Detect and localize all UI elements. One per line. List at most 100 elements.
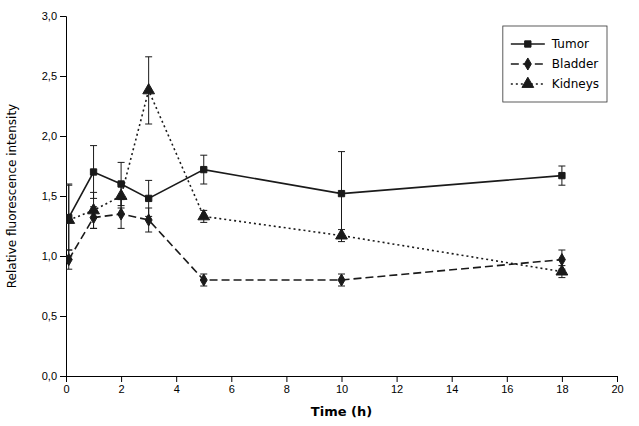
chart: 0 2 4 6 8 10 12 14 16 18 20 0,0 0,5 1,0 1,5 2,0 2,5 3,0 Tu… bbox=[0, 0, 639, 426]
xticks-tick-label: 10 bbox=[336, 383, 348, 395]
xticks-tick-mark bbox=[286, 376, 287, 382]
xticks-tick-label: 16 bbox=[501, 383, 513, 395]
legend: Tumor Bladder Kidneys bbox=[503, 26, 607, 102]
yticks-tick-label: 2,0 bbox=[42, 130, 57, 142]
xticks-tick: 4 bbox=[174, 376, 180, 395]
yticks-tick-label: 0,5 bbox=[42, 310, 57, 322]
y-axis: 0,0 0,5 1,0 1,5 2,0 2,5 3,0 bbox=[42, 10, 67, 382]
xticks-tick-mark bbox=[397, 376, 398, 382]
yticks-tick: 0,0 bbox=[42, 370, 66, 382]
error-bar bbox=[200, 274, 207, 286]
yticks-tick-label: 1,0 bbox=[42, 250, 57, 262]
point-marker bbox=[559, 172, 565, 178]
legend-item: Bladder bbox=[511, 57, 599, 71]
xticks-tick: 20 bbox=[611, 376, 623, 395]
xticks-tick-mark bbox=[507, 376, 508, 382]
yticks-tick-label: 1,5 bbox=[42, 190, 57, 202]
marks bbox=[66, 57, 568, 286]
yticks-tick-label: 3,0 bbox=[42, 10, 57, 22]
xticks-tick-mark bbox=[176, 376, 177, 382]
yticks-tick-mark bbox=[60, 16, 66, 17]
yticks-tick-label: 0,0 bbox=[42, 370, 57, 382]
point-marker bbox=[88, 204, 100, 214]
xticks-tick: 0 bbox=[63, 376, 69, 395]
yticks-tick-mark bbox=[60, 316, 66, 317]
yticks-tick: 0,5 bbox=[42, 310, 66, 322]
yticks-axis-line bbox=[60, 17, 67, 377]
x-axis-title: Time (h) bbox=[311, 404, 372, 419]
xticks-axis-line bbox=[67, 377, 618, 383]
point-marker bbox=[336, 229, 348, 239]
error-bar bbox=[558, 166, 565, 185]
xticks-tick: 12 bbox=[391, 376, 403, 395]
series bbox=[66, 200, 565, 286]
point-marker bbox=[145, 195, 151, 201]
xticks-tick: 16 bbox=[501, 376, 513, 395]
series-line bbox=[69, 214, 562, 280]
point-marker bbox=[115, 189, 127, 199]
point-marker bbox=[90, 169, 96, 175]
point-marker bbox=[66, 213, 75, 223]
error-bar bbox=[145, 208, 152, 232]
xticks-tick: 6 bbox=[229, 376, 235, 395]
xticks-tick-label: 12 bbox=[391, 383, 403, 395]
legend-marker bbox=[522, 77, 534, 87]
xticks-tick-label: 6 bbox=[229, 383, 235, 395]
point-marker bbox=[198, 210, 210, 220]
yticks-tick: 2,5 bbox=[42, 70, 66, 82]
yticks-tick: 1,5 bbox=[42, 190, 66, 202]
xticks-tick: 2 bbox=[119, 376, 125, 395]
xticks-tick-label: 4 bbox=[174, 383, 180, 395]
legend-label: Kidneys bbox=[552, 77, 599, 91]
legend-marker bbox=[525, 41, 531, 47]
xticks-tick-mark bbox=[617, 376, 618, 382]
yticks-tick-mark bbox=[60, 256, 66, 257]
xticks-tick-mark bbox=[562, 376, 563, 382]
yticks-tick: 3,0 bbox=[42, 10, 66, 22]
xticks-tick: 8 bbox=[284, 376, 290, 395]
yticks-tick-label: 2,5 bbox=[42, 70, 57, 82]
yticks-tick: 1,0 bbox=[42, 250, 66, 262]
point-marker bbox=[118, 208, 125, 220]
xticks-tick-label: 20 bbox=[611, 383, 623, 395]
error-bar bbox=[90, 146, 97, 199]
point-marker bbox=[201, 166, 207, 172]
error-bar bbox=[338, 152, 345, 236]
series bbox=[66, 57, 568, 278]
legend-item: Kidneys bbox=[511, 77, 599, 91]
point-marker bbox=[556, 265, 568, 275]
plot: 0 2 4 6 8 10 12 14 16 18 20 0,0 0,5 1,0 1,5 2,0 2,5 3,0 Tu… bbox=[42, 10, 624, 395]
xticks-tick-label: 0 bbox=[63, 383, 69, 395]
error-bar bbox=[338, 274, 345, 286]
point-marker bbox=[338, 190, 344, 196]
x-axis: 0 2 4 6 8 10 12 14 16 18 20 bbox=[63, 376, 623, 395]
chart-container: 0 2 4 6 8 10 12 14 16 18 20 0,0 0,5 1,0 1,5 2,0 2,5 3,0 Tu… bbox=[0, 0, 639, 426]
xticks-tick-mark bbox=[342, 376, 343, 382]
xticks-tick-mark bbox=[121, 376, 122, 382]
error-bar bbox=[200, 155, 207, 184]
point-marker bbox=[145, 214, 152, 226]
legend-item: Tumor bbox=[511, 37, 589, 51]
xticks-tick-label: 14 bbox=[446, 383, 458, 395]
legend-label: Tumor bbox=[551, 37, 589, 51]
yticks-tick-mark bbox=[60, 76, 66, 77]
point-marker bbox=[143, 84, 155, 94]
series-line bbox=[69, 170, 562, 218]
y-axis-title: Relative fluorescence intensity bbox=[5, 104, 19, 288]
point-marker bbox=[200, 274, 207, 286]
xticks-tick-mark bbox=[231, 376, 232, 382]
yticks-tick-mark bbox=[60, 196, 66, 197]
xticks-tick: 14 bbox=[446, 376, 458, 395]
xticks-tick-label: 2 bbox=[119, 383, 125, 395]
yticks-tick-mark bbox=[60, 136, 66, 137]
series-line bbox=[69, 90, 562, 271]
yticks-tick: 2,0 bbox=[42, 130, 66, 142]
xticks-tick-mark bbox=[452, 376, 453, 382]
legend-marker bbox=[524, 58, 531, 70]
yticks-tick-mark bbox=[60, 376, 66, 377]
xticks-tick: 10 bbox=[336, 376, 348, 395]
series bbox=[66, 146, 565, 250]
xticks-tick: 18 bbox=[556, 376, 568, 395]
xticks-tick-label: 18 bbox=[556, 383, 568, 395]
legend-box bbox=[503, 26, 607, 102]
